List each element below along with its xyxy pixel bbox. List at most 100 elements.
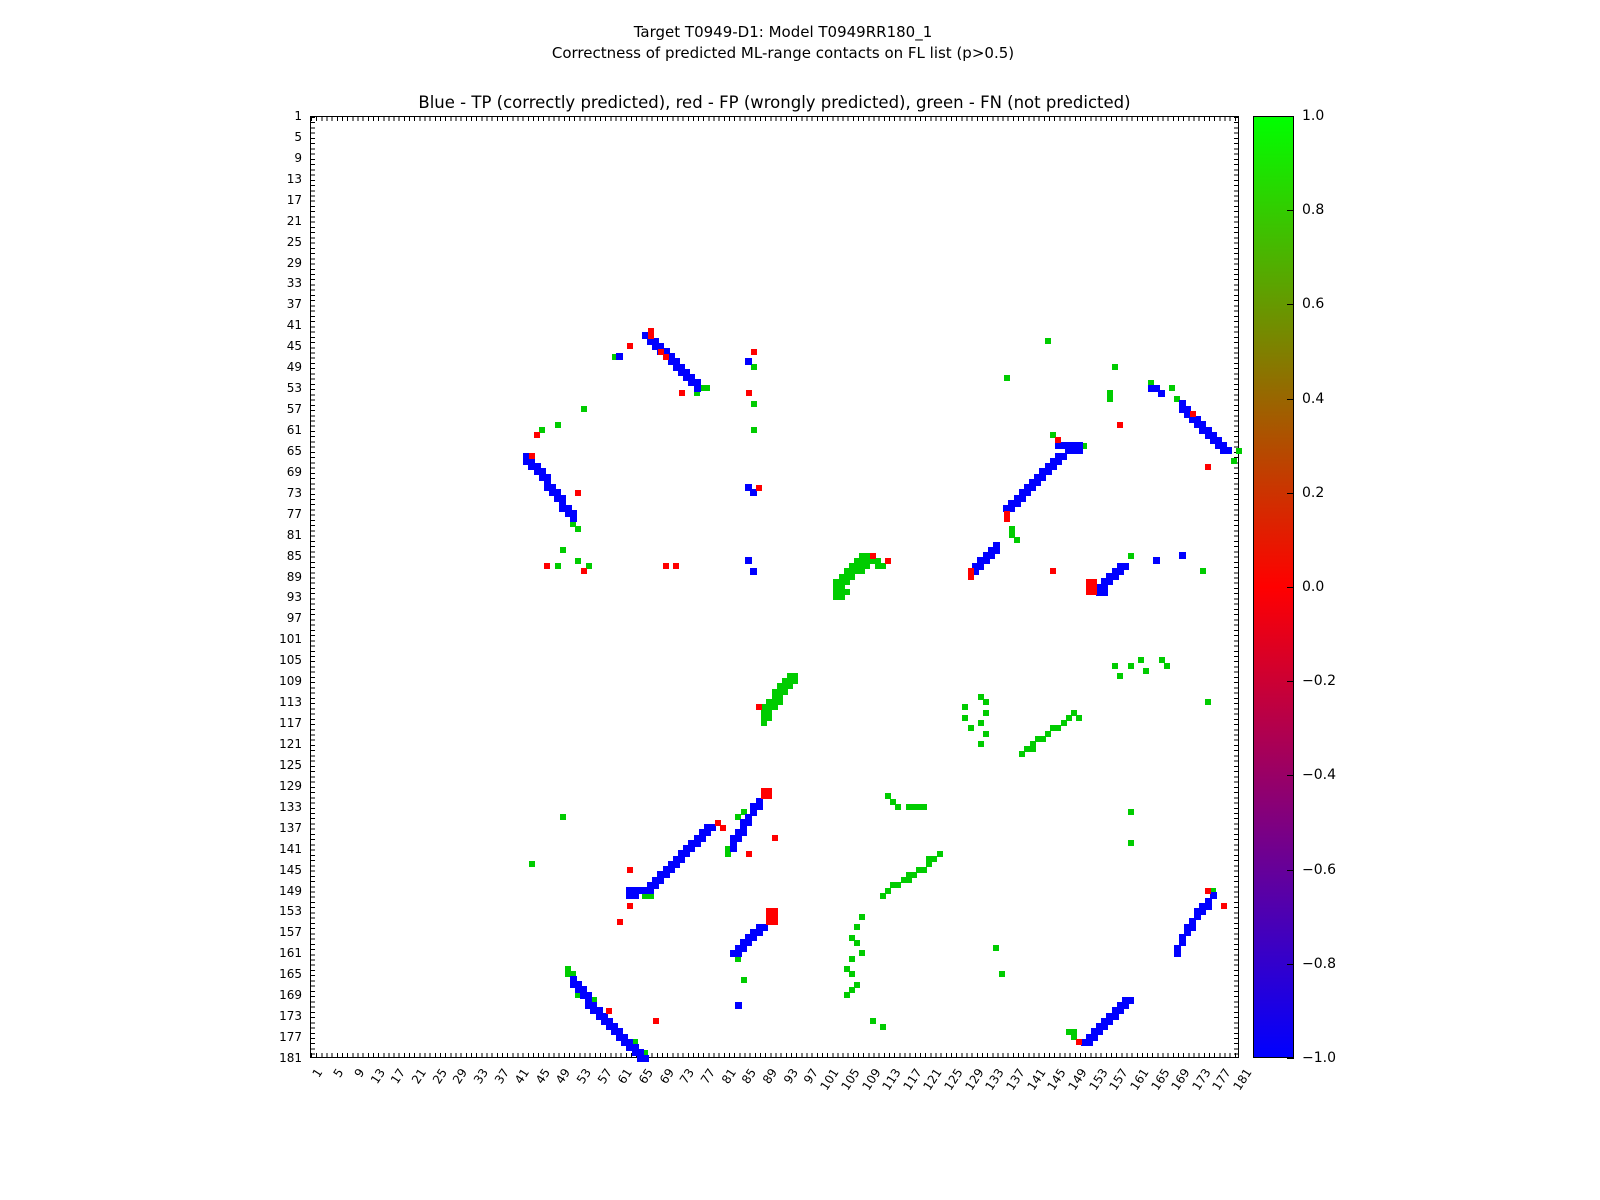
contact-point-fn bbox=[1127, 840, 1134, 847]
contact-point-fn bbox=[786, 672, 793, 679]
contact-point-tp bbox=[678, 363, 686, 371]
contact-point-fn bbox=[750, 400, 757, 407]
contact-point-fn bbox=[1029, 741, 1036, 747]
contact-point-tp bbox=[1054, 442, 1062, 450]
contact-point-tp bbox=[1111, 1012, 1119, 1020]
contact-point-fn bbox=[1029, 746, 1036, 753]
contact-point-fn bbox=[539, 427, 546, 433]
contact-point-tp bbox=[1049, 463, 1057, 471]
contact-point-tp bbox=[549, 489, 557, 497]
y-tick-label: 25 bbox=[286, 234, 302, 249]
contact-point-fp bbox=[771, 908, 778, 915]
contact-point-fn bbox=[885, 887, 892, 894]
contact-point-tp bbox=[1199, 907, 1207, 915]
contact-point-tp bbox=[750, 489, 758, 497]
y-tick-label: 45 bbox=[286, 339, 302, 354]
contact-point-tp bbox=[590, 1007, 598, 1015]
contact-point-fn bbox=[1060, 720, 1067, 727]
contact-point-tp bbox=[543, 478, 551, 486]
contact-point-tp bbox=[745, 484, 753, 492]
y-tick-label: 29 bbox=[286, 255, 302, 270]
contact-point-tp bbox=[523, 452, 531, 460]
contact-point-fn bbox=[993, 945, 1000, 952]
contact-point-fn bbox=[885, 793, 892, 800]
contact-point-tp bbox=[750, 567, 758, 575]
contact-point-tp bbox=[1096, 583, 1104, 591]
contact-point-tp bbox=[631, 887, 639, 895]
contact-point-fn bbox=[750, 427, 757, 433]
contact-point-tp bbox=[1070, 442, 1078, 450]
contact-point-fn bbox=[843, 568, 850, 575]
y-tick-label: 169 bbox=[279, 988, 302, 1003]
contact-point-fp bbox=[745, 850, 752, 857]
contact-point-tp bbox=[1029, 478, 1037, 486]
contact-point-fn bbox=[570, 521, 577, 528]
y-tick-label: 125 bbox=[279, 757, 302, 772]
contact-point-tp bbox=[621, 1033, 629, 1041]
contact-point-tp bbox=[729, 834, 737, 842]
contact-point-fp bbox=[652, 1018, 659, 1025]
contact-point-tp bbox=[1189, 416, 1197, 424]
contact-point-fn bbox=[983, 699, 990, 706]
contact-point-tp bbox=[1194, 416, 1202, 424]
contact-point-tp bbox=[1106, 1012, 1114, 1020]
contact-point-tp bbox=[554, 494, 562, 502]
x-tick-label: 89 bbox=[759, 1066, 780, 1087]
contact-point-fn bbox=[1158, 657, 1165, 664]
contact-point-tp bbox=[678, 850, 686, 858]
contact-point-fn bbox=[735, 814, 742, 821]
contact-point-fp bbox=[719, 824, 726, 831]
contact-point-fn bbox=[565, 966, 572, 973]
x-tick-label: 13 bbox=[367, 1066, 388, 1087]
y-tick-label: 113 bbox=[279, 695, 302, 710]
contact-point-fn bbox=[565, 971, 572, 978]
contact-point-tp bbox=[688, 839, 696, 847]
colorbar-tick bbox=[1287, 492, 1294, 494]
contact-point-tp bbox=[1121, 562, 1129, 570]
contact-point-fn bbox=[936, 850, 943, 857]
x-tick-label: 81 bbox=[718, 1066, 739, 1087]
contact-point-tp bbox=[1085, 1038, 1093, 1046]
contact-point-tp bbox=[1214, 442, 1222, 450]
contact-point-fn bbox=[854, 568, 861, 575]
contact-point-tp bbox=[585, 1002, 593, 1010]
contact-point-fn bbox=[843, 589, 850, 596]
contact-point-fn bbox=[843, 992, 850, 999]
contact-point-tp bbox=[1199, 426, 1207, 434]
contact-point-tp bbox=[1085, 1033, 1093, 1041]
contact-point-fp bbox=[766, 913, 773, 920]
contact-point-fn bbox=[859, 568, 866, 575]
contact-point-tp bbox=[559, 505, 567, 512]
contact-point-tp bbox=[1003, 505, 1011, 512]
contact-point-fn bbox=[1024, 746, 1031, 753]
contact-point-fp bbox=[756, 704, 763, 711]
contact-point-fn bbox=[879, 563, 886, 570]
x-tick-label: 105 bbox=[838, 1066, 863, 1093]
contact-point-fn bbox=[1112, 364, 1119, 371]
contact-point-fp bbox=[544, 563, 551, 570]
x-tick-label: 121 bbox=[920, 1066, 946, 1093]
contact-point-fn bbox=[1230, 458, 1237, 465]
contact-point-tp bbox=[740, 829, 748, 837]
contact-point-fn bbox=[771, 699, 778, 706]
contact-point-fn bbox=[528, 861, 535, 868]
colorbar-tick-label: −0.6 bbox=[1302, 861, 1336, 878]
contact-point-tp bbox=[734, 944, 742, 952]
contact-point-fn bbox=[983, 709, 990, 716]
contact-point-tp bbox=[1054, 457, 1062, 465]
contact-point-fn bbox=[838, 578, 845, 585]
contact-point-fn bbox=[859, 557, 866, 564]
contact-point-tp bbox=[1054, 452, 1062, 460]
contact-point-fp bbox=[580, 568, 587, 575]
contact-point-fp bbox=[626, 866, 633, 873]
contact-point-tp bbox=[672, 860, 680, 868]
contact-point-fp bbox=[575, 489, 582, 496]
contact-point-tp bbox=[1178, 934, 1186, 942]
contact-point-tp bbox=[543, 473, 551, 481]
contact-point-fn bbox=[874, 563, 881, 570]
contact-point-fn bbox=[854, 924, 861, 931]
contact-point-tp bbox=[750, 934, 758, 942]
contact-point-fn bbox=[895, 882, 902, 889]
y-tick-label: 33 bbox=[286, 276, 302, 291]
contact-point-fn bbox=[1050, 725, 1057, 732]
